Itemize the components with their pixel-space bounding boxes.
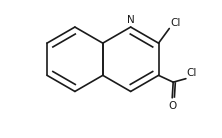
Text: N: N bbox=[127, 14, 135, 25]
Text: Cl: Cl bbox=[186, 68, 197, 78]
Text: Cl: Cl bbox=[170, 18, 180, 27]
Text: O: O bbox=[168, 100, 176, 111]
